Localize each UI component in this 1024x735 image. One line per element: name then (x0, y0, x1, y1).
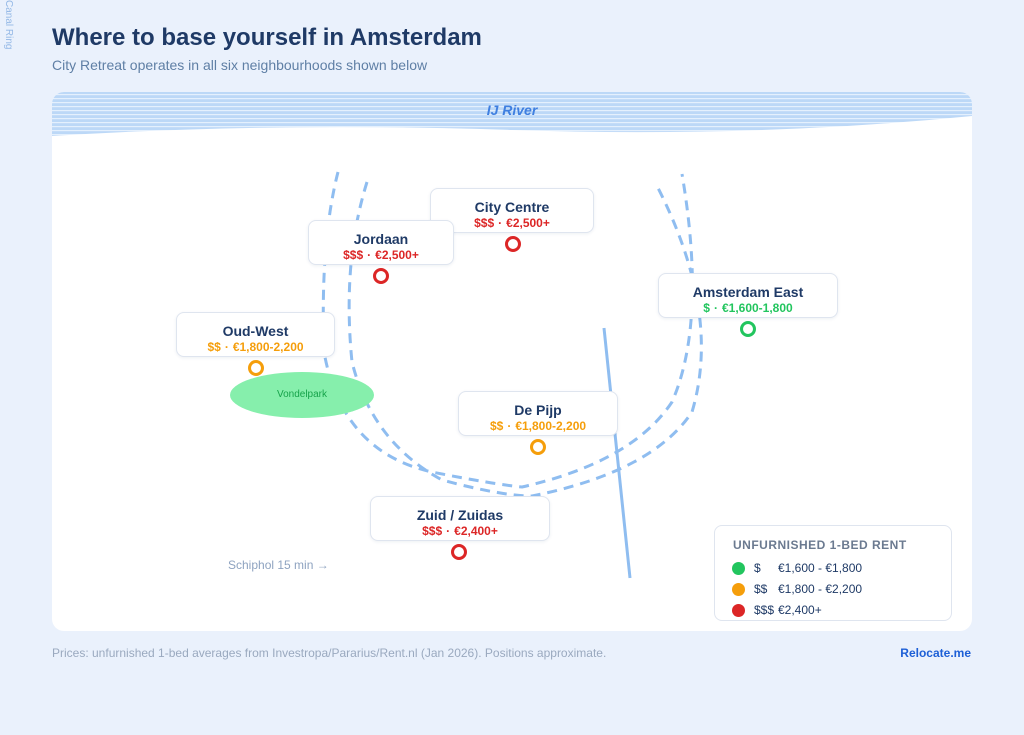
neighbourhood-map: IJ River Vondelpark City Centre $$$ · €2,5… (52, 92, 972, 631)
legend-item-budget: $ €1,600 - €1,800 (732, 561, 862, 575)
marker-jordaan[interactable] (373, 268, 389, 284)
source-footnote: Prices: unfurnished 1-bed averages from … (52, 646, 607, 660)
neighbourhood-name: Oud-West (222, 323, 289, 339)
map-background (52, 92, 972, 579)
legend-item-mid: $$ €1,800 - €2,200 (732, 582, 862, 596)
amstel-river (602, 327, 632, 579)
neighbourhood-name: City Centre (474, 199, 550, 215)
neighbourhood-card-city-centre[interactable]: City Centre $$$ · €2,500+ (430, 188, 594, 233)
legend-title: UNFURNISHED 1-BED RENT (733, 538, 907, 552)
brand-link[interactable]: Relocate.me (900, 646, 971, 660)
page-subtitle: City Retreat operates in all six neighbo… (52, 57, 428, 73)
neighbourhood-name: Zuid / Zuidas (416, 507, 504, 523)
neighbourhood-price: $$ · €1,800-2,200 (489, 419, 587, 433)
ij-river (52, 92, 972, 136)
vondelpark: Vondelpark (230, 372, 374, 418)
marker-de-pijp[interactable] (530, 439, 546, 455)
schiphol-label: Schiphol 15 min → (228, 558, 329, 572)
page-title: Where to base yourself in Amsterdam (52, 24, 482, 51)
neighbourhood-price: $$$ · €2,400+ (422, 524, 498, 538)
marker-oud-west[interactable] (248, 360, 264, 376)
neighbourhood-name: De Pijp (514, 402, 562, 418)
ij-river-label: IJ River (486, 102, 538, 118)
neighbourhood-card-zuid-zuidas[interactable]: Zuid / Zuidas $$$ · €2,400+ (370, 496, 550, 541)
marker-amsterdam-east[interactable] (740, 321, 756, 337)
neighbourhood-price: $$$ · €2,500+ (343, 248, 419, 262)
neighbourhood-card-de-pijp[interactable]: De Pijp $$ · €1,800-2,200 (458, 391, 618, 436)
neighbourhood-name: Jordaan (353, 231, 409, 247)
neighbourhood-card-jordaan[interactable]: Jordaan $$$ · €2,500+ (308, 220, 454, 265)
marker-zuid-zuidas[interactable] (451, 544, 467, 560)
neighbourhood-name: Amsterdam East (692, 284, 804, 300)
legend-item-premium: $$$ €2,400+ (732, 603, 822, 617)
canal-ring (321, 171, 703, 498)
neighbourhood-card-oud-west[interactable]: Oud-West $$ · €1,800-2,200 (176, 312, 335, 357)
rent-legend: UNFURNISHED 1-BED RENT $ €1,600 - €1,800 … (714, 525, 952, 621)
neighbourhood-price: $ · €1,600-1,800 (703, 301, 793, 315)
neighbourhood-price: $$ · €1,800-2,200 (207, 340, 304, 354)
orange-dot-icon (732, 582, 745, 596)
neighbourhood-price: $$$ · €2,500+ (474, 216, 550, 230)
marker-city-centre[interactable] (505, 236, 521, 252)
neighbourhood-card-amsterdam-east[interactable]: Amsterdam East $ · €1,600-1,800 (658, 273, 838, 318)
red-dot-icon (732, 603, 745, 617)
canal-ring-label: Canal Ring (3, 0, 14, 50)
green-dot-icon (732, 561, 745, 575)
